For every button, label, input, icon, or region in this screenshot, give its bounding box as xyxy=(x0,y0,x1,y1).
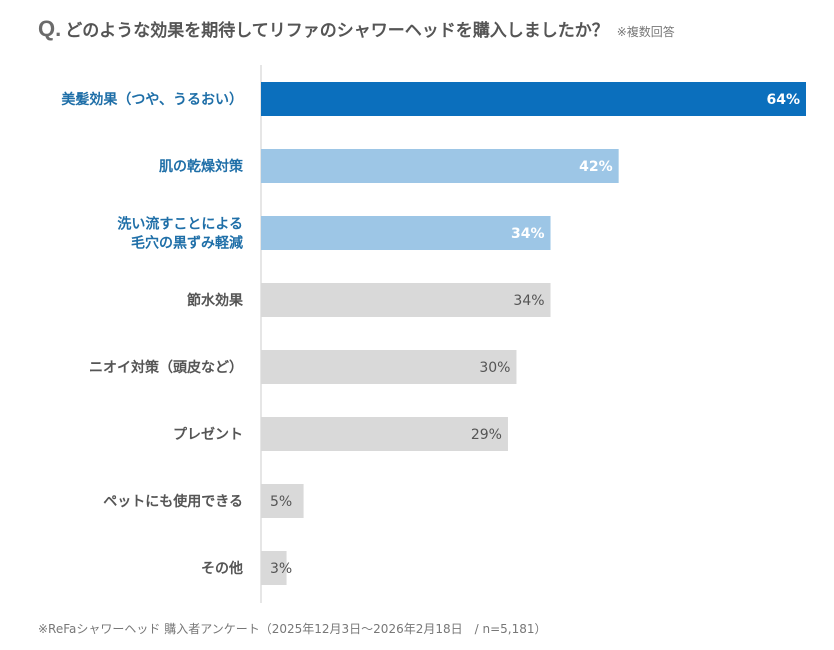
bar-chart: 64% 美髪効果（つや、うるおい） 42% 肌の乾燥対策 34% 洗い流すことによる毛穴の… xyxy=(61,65,806,603)
bar xyxy=(261,551,287,585)
value-label: 29% xyxy=(471,427,502,443)
value-label: 3% xyxy=(270,561,292,577)
bar xyxy=(261,283,551,317)
value-label: 34% xyxy=(511,226,545,242)
bar xyxy=(261,484,304,518)
value-label: 42% xyxy=(579,159,613,175)
bar xyxy=(261,82,806,116)
category-label: プレゼント xyxy=(173,426,243,443)
category-label: 毛穴の黒ずみ軽減 xyxy=(131,235,243,252)
chart-title: Q. どのような効果を期待してリファのシャワーヘッドを購入しましたか？ ※複数回答 xyxy=(38,16,675,42)
survey-source-footnote: ※ReFaシャワーヘッド 購入者アンケート（2025年12月3日～2026年2月… xyxy=(38,622,547,636)
category-label: その他 xyxy=(201,560,243,577)
category-label: 洗い流すことによる xyxy=(117,216,243,233)
question-text: どのような効果を期待してリファのシャワーヘッドを購入しましたか？ xyxy=(65,21,609,41)
value-label: 30% xyxy=(479,360,510,376)
question-marker: Q. xyxy=(38,16,62,41)
value-label: 5% xyxy=(270,494,292,510)
bar xyxy=(261,216,551,250)
bar xyxy=(261,350,517,384)
multiple-answer-note: ※複数回答 xyxy=(616,25,675,39)
value-label: 64% xyxy=(766,92,800,108)
bar xyxy=(261,149,619,183)
value-label: 34% xyxy=(513,293,544,309)
category-label: 節水効果 xyxy=(187,292,244,309)
category-label: ニオイ対策（頭皮など） xyxy=(89,359,243,376)
category-label: 美髪効果（つや、うるおい） xyxy=(61,91,243,108)
bar xyxy=(261,417,508,451)
category-label: 肌の乾燥対策 xyxy=(159,158,244,175)
category-label: ペットにも使用できる xyxy=(103,493,243,510)
